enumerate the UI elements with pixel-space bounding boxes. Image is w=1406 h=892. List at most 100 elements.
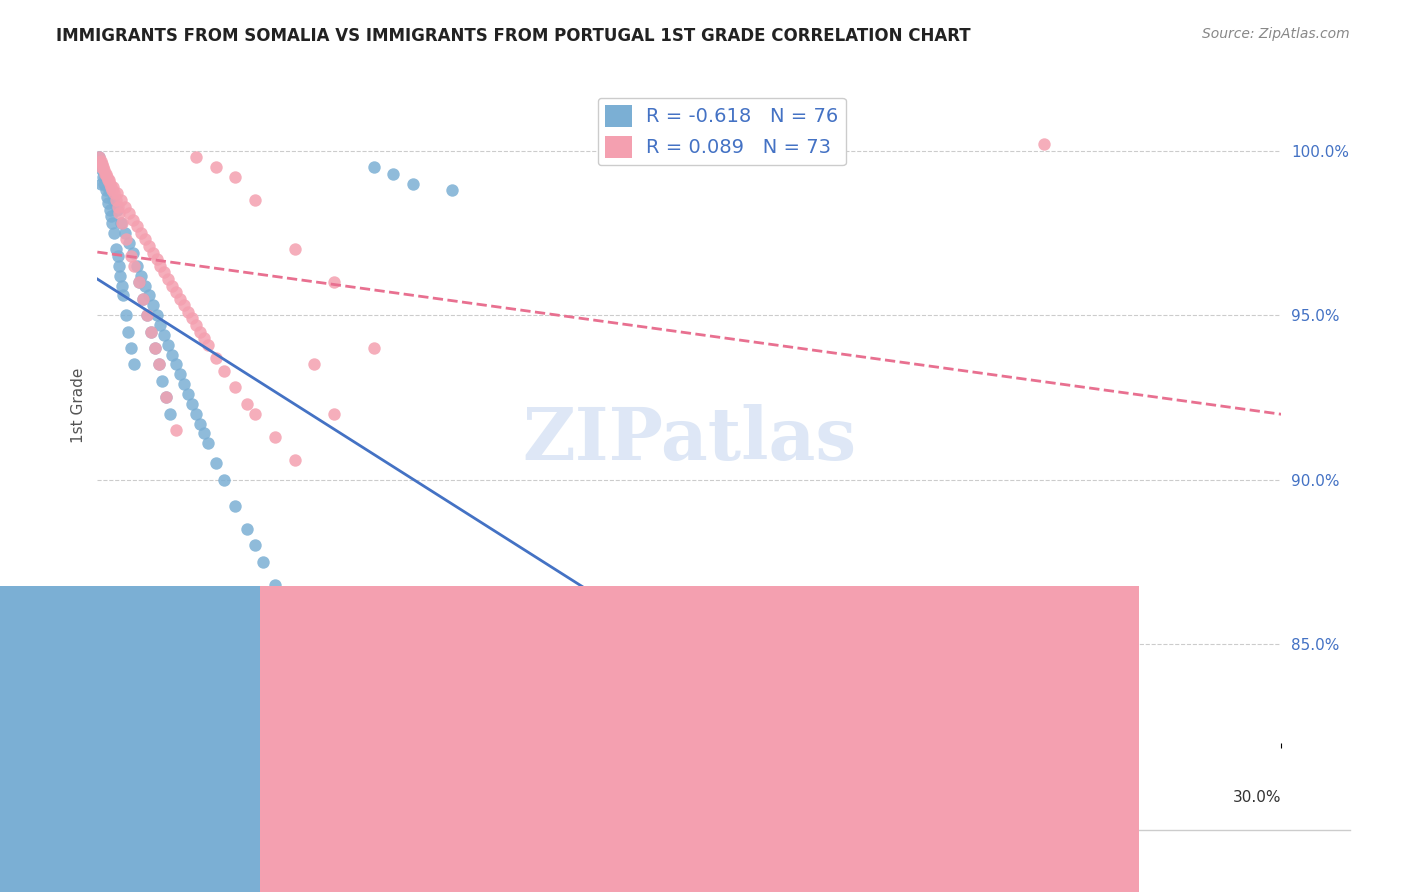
Point [122, 259, 145, 273]
Point [97, 196, 120, 211]
Text: Immigrants from Somalia: Immigrants from Somalia [429, 855, 640, 872]
Point [181, 397, 204, 411]
Point [148, 358, 170, 372]
Text: Source: ZipAtlas.com: Source: ZipAtlas.com [1202, 27, 1350, 41]
Point [184, 150, 207, 164]
Point [323, 407, 346, 421]
Point [114, 308, 136, 322]
Point [139, 325, 162, 339]
Point [117, 325, 139, 339]
Point [93, 177, 115, 191]
Point [284, 243, 307, 257]
Point [236, 522, 259, 536]
Point [101, 183, 124, 197]
Point [149, 259, 172, 273]
Point [90, 160, 112, 174]
Point [103, 186, 125, 201]
Point [110, 268, 132, 283]
Point [134, 232, 156, 246]
Point [125, 219, 148, 234]
Point [110, 193, 132, 207]
Point [98, 202, 121, 217]
Point [107, 249, 129, 263]
Point [105, 186, 128, 201]
Point [135, 308, 157, 322]
Point [153, 327, 176, 342]
Point [89, 157, 111, 171]
Point [111, 288, 134, 302]
Point [162, 278, 184, 293]
Point [177, 305, 200, 319]
Point [173, 377, 195, 392]
Point [323, 275, 346, 289]
Text: ZIPatlas: ZIPatlas [522, 404, 856, 475]
Point [94, 169, 117, 184]
Point [284, 620, 307, 634]
Point [105, 243, 128, 257]
Point [343, 719, 366, 733]
Point [155, 390, 177, 404]
Point [120, 341, 142, 355]
Point [264, 430, 287, 444]
Point [323, 686, 346, 700]
Point [143, 341, 166, 355]
Point [236, 397, 259, 411]
Point [89, 150, 111, 164]
Point [169, 292, 191, 306]
Point [224, 380, 246, 394]
Point [91, 169, 114, 184]
Point [142, 298, 165, 312]
Point [138, 288, 160, 302]
Point [101, 193, 124, 207]
Point [441, 183, 464, 197]
Point [152, 374, 174, 388]
Point [132, 292, 155, 306]
Point [304, 653, 326, 667]
Point [100, 210, 122, 224]
Point [165, 285, 187, 299]
Point [121, 245, 143, 260]
Point [224, 169, 246, 184]
Point [129, 268, 152, 283]
Point [284, 452, 307, 467]
Point [103, 226, 125, 240]
Point [224, 499, 246, 513]
Point [118, 235, 141, 250]
Point [139, 325, 162, 339]
Point [118, 206, 141, 220]
Point [98, 183, 121, 197]
Point [204, 351, 226, 365]
Point [110, 216, 132, 230]
Point [114, 232, 136, 246]
Point [243, 193, 266, 207]
Point [125, 259, 148, 273]
Point [111, 278, 134, 293]
Point [89, 153, 111, 168]
Point [402, 177, 425, 191]
Point [145, 252, 167, 267]
Point [181, 311, 204, 326]
Point [177, 387, 200, 401]
Text: 0.0%: 0.0% [97, 789, 136, 805]
Point [91, 163, 114, 178]
Point [114, 200, 136, 214]
Point [121, 212, 143, 227]
Text: Immigrants from Portugal: Immigrants from Portugal [681, 855, 894, 872]
Text: 30.0%: 30.0% [1233, 789, 1281, 805]
Point [98, 177, 121, 191]
Point [93, 163, 115, 178]
Point [188, 417, 211, 431]
Y-axis label: 1st Grade: 1st Grade [72, 368, 86, 443]
Point [204, 456, 226, 470]
Text: IMMIGRANTS FROM SOMALIA VS IMMIGRANTS FROM PORTUGAL 1ST GRADE CORRELATION CHART: IMMIGRANTS FROM SOMALIA VS IMMIGRANTS FR… [56, 27, 972, 45]
Point [91, 157, 114, 171]
Point [89, 150, 111, 164]
Point [98, 173, 121, 187]
Point [276, 600, 298, 615]
Point [105, 193, 128, 207]
Point [107, 200, 129, 214]
Point [128, 275, 150, 289]
Point [100, 180, 122, 194]
Point [173, 298, 195, 312]
Point [142, 245, 165, 260]
